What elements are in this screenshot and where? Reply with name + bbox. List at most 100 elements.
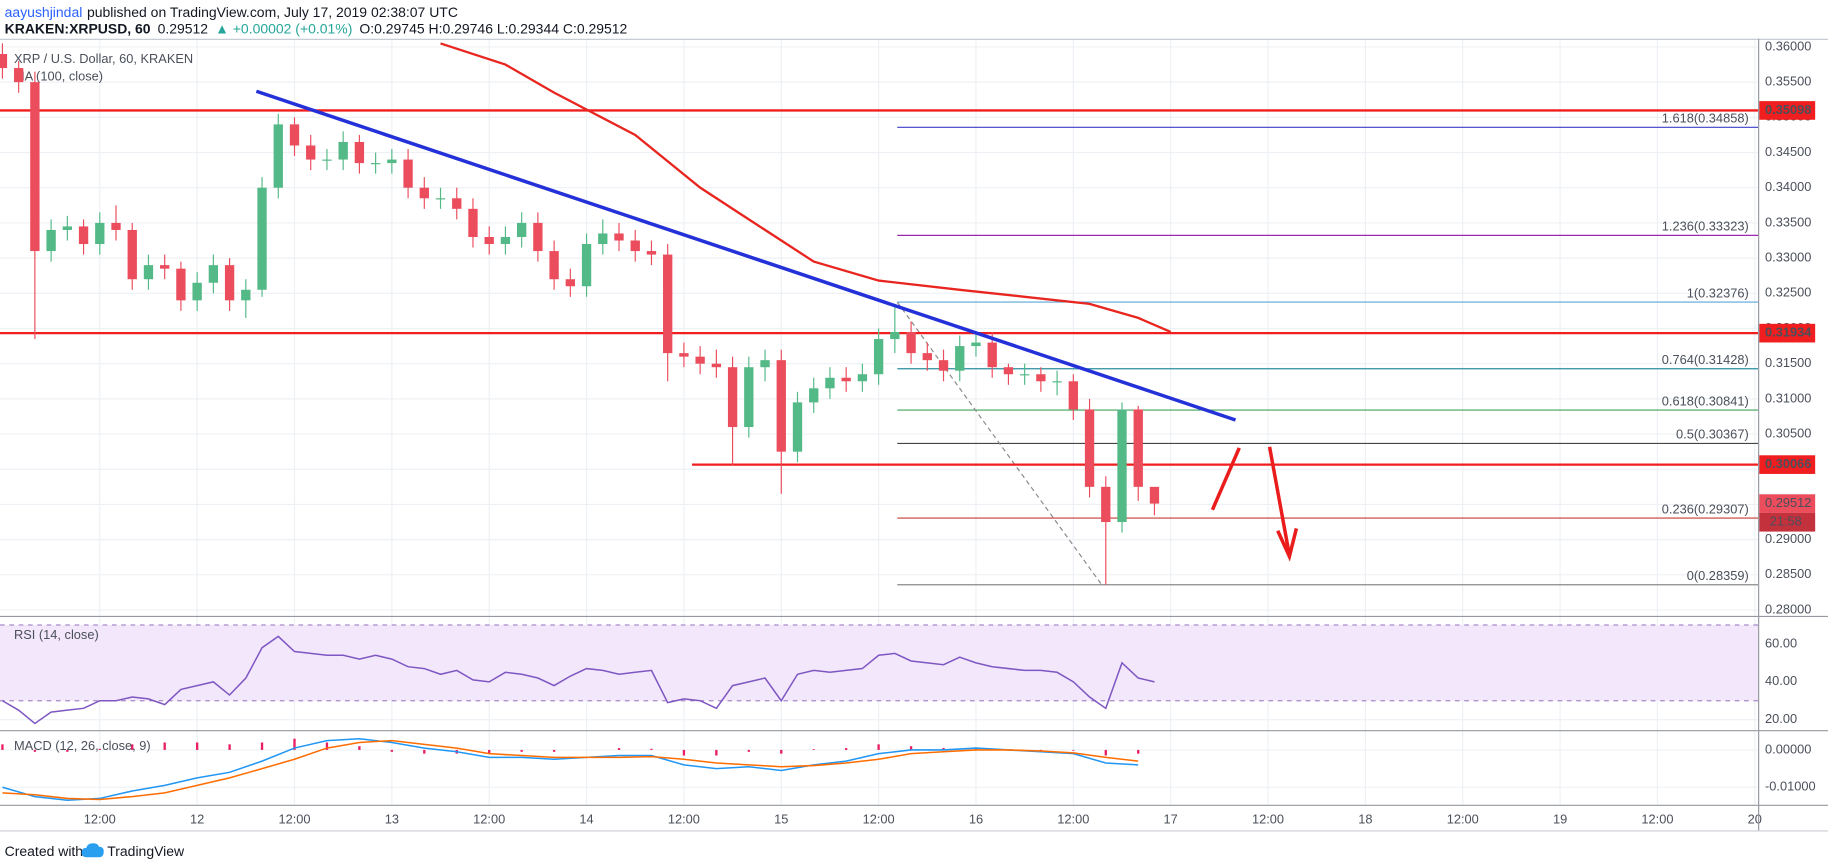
candle-body xyxy=(78,226,89,245)
y-tick-label: -0.01000 xyxy=(1765,779,1816,794)
candle-body xyxy=(289,124,300,146)
macd-histogram-bar xyxy=(33,749,37,752)
series-title: XRP / U.S. Dollar, 60, KRAKEN xyxy=(14,51,193,66)
candle-body xyxy=(630,240,640,252)
candle-body xyxy=(598,233,608,245)
macd-histogram-bar xyxy=(260,742,264,750)
fib-label: 0.618(0.30841) xyxy=(1662,393,1749,408)
footer: Created with TradingView xyxy=(5,843,185,859)
candle-body xyxy=(160,265,170,269)
down-arrow xyxy=(1267,446,1292,556)
x-tick-label: 12:00 xyxy=(863,811,895,826)
candle-body xyxy=(192,282,202,301)
macd-histogram-bar xyxy=(1104,749,1107,756)
macd-histogram-bar xyxy=(650,748,653,750)
macd-histogram-bar xyxy=(1,744,4,750)
x-tick-label: 12:00 xyxy=(473,811,505,826)
y-tick-label: 20.00 xyxy=(1765,711,1797,726)
x-tick-label: 20 xyxy=(1748,811,1762,826)
candle-body xyxy=(370,163,381,165)
fib-trend xyxy=(896,301,1103,586)
y-tick-label: 0.35500 xyxy=(1765,74,1811,89)
publish-line: aayushjindal published on TradingView.com… xyxy=(5,4,458,20)
candle-body xyxy=(906,332,916,354)
candle-body xyxy=(760,360,770,368)
y-tick-label: 0.28500 xyxy=(1765,566,1811,581)
arrow-head xyxy=(1276,528,1299,562)
y-tick-label: 0.29000 xyxy=(1765,531,1811,546)
brand-link[interactable]: TradingView xyxy=(107,843,185,859)
candle-body xyxy=(354,141,365,164)
candle-body xyxy=(1133,409,1143,487)
candle-body xyxy=(971,342,981,347)
candle-body xyxy=(143,265,154,280)
macd-histogram-bar xyxy=(780,749,783,754)
macd-histogram-bar xyxy=(195,742,199,750)
level-price-box xyxy=(1759,455,1816,474)
candle-body xyxy=(273,124,283,188)
change: ▲ +0.00002 (+0.01%) xyxy=(215,20,352,36)
candle-body xyxy=(1101,486,1111,523)
level-price-label: 0.30066 xyxy=(1765,456,1811,471)
price-panel: XRP / U.S. Dollar, 60, KRAKEN MA (100, cl… xyxy=(0,42,1759,586)
fib-label: 0.764(0.31428) xyxy=(1662,352,1749,367)
author-link[interactable]: aayushjindal xyxy=(5,4,83,20)
y-tick-label: 0.33500 xyxy=(1765,214,1811,229)
candle-body xyxy=(695,356,705,364)
candle-body xyxy=(257,187,267,290)
candle-body xyxy=(176,268,186,301)
candle-body xyxy=(987,342,997,368)
candle-body xyxy=(711,363,722,368)
fib-label: 0.5(0.30367) xyxy=(1676,427,1749,442)
macd-histogram-bar xyxy=(98,748,101,750)
candle-body xyxy=(614,233,624,241)
fib-label: 0.236(0.29307) xyxy=(1662,501,1749,516)
macd-histogram-bar xyxy=(845,748,848,750)
candle-body xyxy=(208,265,219,283)
fib-label: 1(0.32376) xyxy=(1687,285,1749,300)
macd-line xyxy=(2,737,1139,802)
y-tick-label: 40.00 xyxy=(1765,673,1797,688)
candle-body xyxy=(1084,409,1095,487)
macd-histogram-bar xyxy=(617,748,621,750)
x-tick-label: 14 xyxy=(579,811,593,826)
countdown-label: 21:58 xyxy=(1770,514,1802,529)
candle-body xyxy=(0,53,8,69)
macd-histogram-bar xyxy=(1072,749,1075,751)
candle-body xyxy=(1052,381,1062,383)
x-tick-label: 12:00 xyxy=(84,811,116,826)
fib-label: 0(0.28359) xyxy=(1687,568,1749,583)
candle-body xyxy=(533,222,543,252)
y-tick-label: 0.33000 xyxy=(1765,249,1811,264)
candle-body xyxy=(1019,374,1030,376)
candle-body xyxy=(841,377,851,382)
x-tick-label: 13 xyxy=(385,811,399,826)
macd-histogram-bar xyxy=(520,749,523,752)
candle-body xyxy=(403,159,413,188)
y-tick-label: 0.00000 xyxy=(1765,741,1811,756)
candle-body xyxy=(646,251,657,255)
candle-body xyxy=(1117,409,1127,523)
candle-body xyxy=(13,68,24,83)
level-price-label: 0.35098 xyxy=(1765,102,1811,117)
candle-body xyxy=(581,244,592,287)
candle-body xyxy=(322,159,332,161)
ohlc: O:0.29745 H:0.29746 L:0.29344 C:0.29512 xyxy=(359,20,627,36)
candle-body xyxy=(419,187,429,199)
candle-body xyxy=(890,332,900,340)
macd-histogram-bar xyxy=(682,749,686,756)
candle-body xyxy=(111,222,121,230)
y-tick-label: 0.34000 xyxy=(1765,179,1811,194)
macd-histogram-bar xyxy=(747,749,750,752)
x-tick-label: 12:00 xyxy=(1641,811,1673,826)
last-price-box xyxy=(1759,494,1816,513)
macd-histogram-bar xyxy=(390,749,394,752)
drawn-arrows xyxy=(1210,446,1299,562)
x-tick-label: 12:00 xyxy=(278,811,310,826)
y-tick-label: 0.31000 xyxy=(1765,390,1811,405)
level-price-box xyxy=(1759,101,1816,120)
candle-body xyxy=(727,367,738,428)
macd-histogram-bar xyxy=(423,749,426,754)
x-tick-label: 12 xyxy=(190,811,204,826)
